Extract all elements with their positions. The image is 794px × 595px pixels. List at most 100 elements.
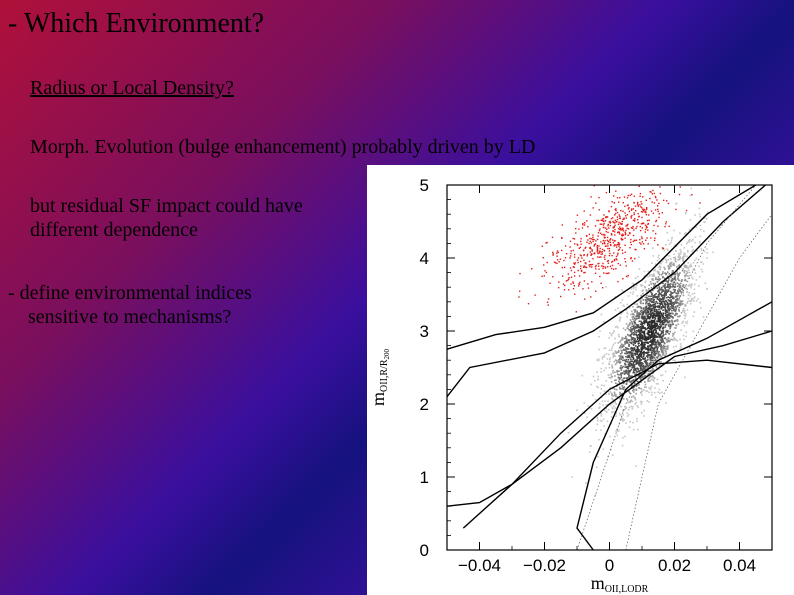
density-point [671, 274, 673, 277]
density-point [642, 315, 644, 318]
density-point [629, 334, 632, 336]
red-point [600, 282, 602, 284]
density-point [683, 338, 685, 341]
density-point [675, 324, 678, 327]
density-point [638, 342, 640, 345]
density-point [643, 345, 646, 347]
density-point [678, 274, 680, 277]
density-point [685, 232, 687, 234]
density-point [610, 416, 613, 418]
density-point [678, 303, 681, 306]
density-point [632, 358, 635, 361]
red-point [631, 208, 633, 210]
density-point [638, 314, 640, 316]
density-point [669, 353, 671, 355]
density-point [668, 243, 671, 246]
density-point [610, 334, 613, 337]
density-point [614, 355, 616, 357]
density-point [615, 351, 617, 353]
density-point [628, 390, 630, 393]
density-point [614, 392, 616, 395]
density-point [672, 304, 675, 307]
density-point [701, 270, 704, 273]
density-point [675, 345, 677, 348]
red-point [622, 230, 625, 232]
density-point [667, 305, 670, 308]
density-point [679, 290, 682, 292]
density-point [678, 264, 680, 266]
density-point [664, 309, 667, 311]
density-point [612, 343, 615, 346]
density-point [692, 262, 695, 264]
x-axis-label-main: m [591, 573, 605, 593]
density-point [638, 335, 641, 338]
red-point [634, 257, 636, 260]
density-point [684, 285, 687, 287]
red-point [561, 237, 563, 239]
density-point [632, 348, 634, 351]
density-point [616, 371, 619, 373]
red-point [623, 196, 626, 198]
density-point [655, 263, 657, 265]
density-point [656, 302, 659, 305]
red-point [627, 274, 629, 277]
density-point [652, 372, 654, 374]
density-point [671, 301, 674, 304]
red-point [640, 229, 642, 232]
density-point [688, 275, 690, 277]
density-point [644, 357, 646, 359]
contour-lines-layer [446, 184, 773, 551]
red-point [577, 244, 579, 246]
density-point [627, 409, 630, 411]
density-point [618, 374, 620, 376]
red-point [576, 259, 579, 261]
red-point [569, 257, 571, 259]
red-point [630, 227, 633, 229]
red-point [601, 218, 604, 220]
density-point [649, 354, 651, 356]
density-point [641, 342, 644, 344]
density-point [655, 329, 657, 332]
red-point [587, 239, 589, 241]
density-point [647, 365, 649, 368]
density-point [669, 297, 671, 299]
density-point [654, 354, 656, 356]
density-point [613, 391, 616, 394]
density-point [679, 348, 682, 350]
density-point [632, 344, 635, 346]
red-point [642, 243, 645, 245]
density-point [683, 271, 686, 274]
red-point [618, 201, 620, 203]
density-point [661, 272, 664, 275]
red-point [614, 224, 616, 226]
bullet-radius-or-density[interactable]: Radius or Local Density? [30, 77, 234, 99]
density-point [653, 354, 656, 357]
red-point [600, 253, 602, 255]
density-point [621, 289, 623, 291]
density-point [643, 311, 646, 313]
density-point [600, 313, 603, 316]
red-point [591, 266, 593, 268]
density-point [661, 337, 663, 339]
red-point [623, 217, 625, 219]
density-point [611, 406, 614, 409]
density-point [626, 412, 628, 414]
density-point [649, 311, 652, 313]
density-point [660, 295, 663, 297]
density-point [666, 319, 668, 321]
density-point [633, 391, 635, 393]
density-point [662, 317, 664, 319]
density-point [639, 301, 642, 304]
red-point [659, 186, 661, 188]
density-point [656, 298, 659, 300]
density-point [679, 257, 681, 259]
density-point [630, 369, 632, 371]
red-point [619, 197, 621, 199]
red-point [639, 204, 641, 206]
density-point [679, 315, 681, 317]
density-point [652, 330, 655, 333]
density-point [682, 310, 684, 312]
density-point [636, 338, 639, 340]
red-point [625, 215, 627, 217]
density-point [667, 239, 669, 242]
